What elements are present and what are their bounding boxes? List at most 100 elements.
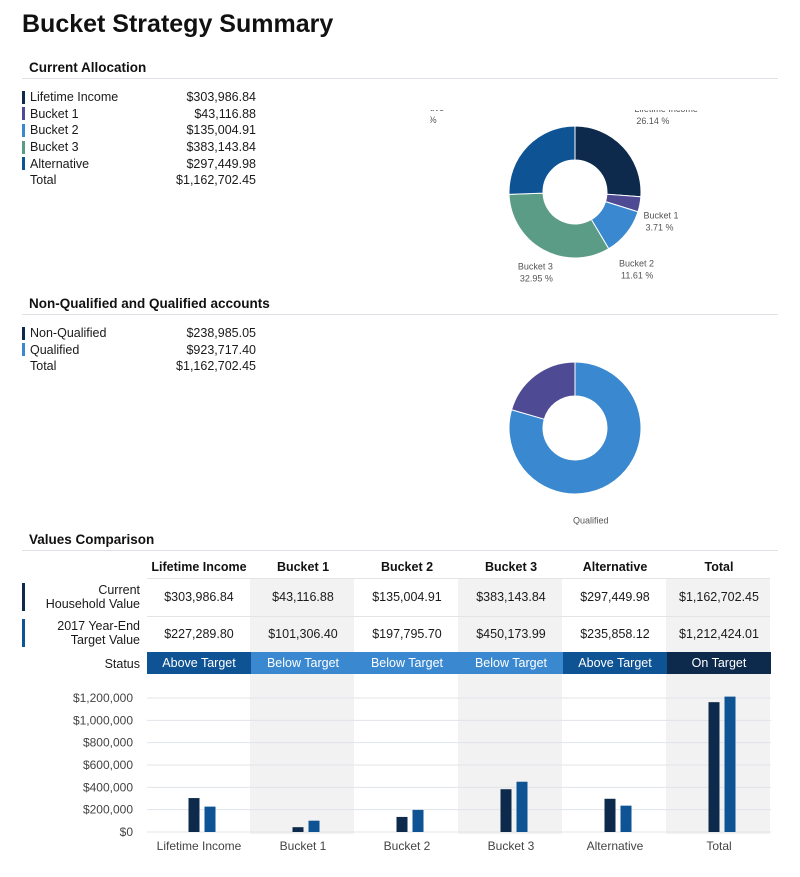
bar <box>204 806 216 832</box>
x-tick-label: Lifetime Income <box>157 839 242 853</box>
status-badge: Below Target <box>251 652 355 674</box>
legend-total-label: Total <box>30 359 57 374</box>
bar <box>708 702 720 832</box>
slice-value-label: 32.95 % <box>520 273 553 283</box>
bar <box>500 789 512 832</box>
legend-row-total: Total $1,162,702.45 <box>22 172 256 189</box>
slice-label: Qualified <box>573 515 609 525</box>
legend-total-label: Total <box>30 173 57 188</box>
slice-value-label: 3.71 % <box>645 222 673 232</box>
donut-slice <box>508 125 576 195</box>
table-cell: $303,986.84 <box>164 590 234 604</box>
legend-value: $303,986.84 <box>186 90 256 105</box>
slice-label: Bucket 3 <box>518 261 553 271</box>
legend-value: $135,004.91 <box>186 123 256 138</box>
page-title: Bucket Strategy Summary <box>22 10 334 38</box>
slice-label: Alternative <box>430 110 444 113</box>
table-cell: $101,306.40 <box>268 627 338 641</box>
table-cell: $43,116.88 <box>272 590 334 604</box>
row-label-line: 2017 Year-End <box>57 619 140 633</box>
table-cell: $1,212,424.01 <box>679 627 759 641</box>
bar <box>724 696 736 832</box>
donut-slice <box>508 192 610 259</box>
table-cell: $297,449.98 <box>580 590 650 604</box>
status-badge: Above Target <box>563 652 667 674</box>
legend-label: Bucket 2 <box>30 123 79 138</box>
bar <box>516 781 528 832</box>
bar <box>620 805 632 832</box>
legend-label: Bucket 3 <box>30 140 79 155</box>
table-cell: $197,795.70 <box>372 627 442 641</box>
status-badge: Below Target <box>355 652 459 674</box>
legend-total-value: $1,162,702.45 <box>176 173 256 188</box>
slice-value-label: 25.58 % <box>430 115 437 125</box>
section-title-values-comparison: Values Comparison <box>29 532 155 547</box>
row-label-current: Current Household Value <box>22 583 140 611</box>
table-cell: $227,289.80 <box>164 627 234 641</box>
legend-swatch <box>22 157 25 171</box>
slice-label: Bucket 1 <box>643 210 678 220</box>
bar <box>396 816 408 832</box>
y-tick-label: $600,000 <box>83 758 133 772</box>
slice-value-label: 11.61 % <box>621 271 653 281</box>
status-badge: Above Target <box>147 652 251 674</box>
allocation-legend: Lifetime Income $303,986.84 Bucket 1 $43… <box>22 89 256 189</box>
column-header: Total <box>704 560 734 574</box>
y-tick-label: $400,000 <box>83 780 133 794</box>
legend-row-lifetime-income: Lifetime Income $303,986.84 <box>22 89 256 106</box>
allocation-donut-chart: Lifetime Income 26.14 % Bucket 1 3.71 % Buck… <box>430 110 698 283</box>
column-header: Bucket 1 <box>276 560 330 574</box>
y-tick-label: $200,000 <box>83 803 133 817</box>
legend-label: Qualified <box>30 342 80 357</box>
table-cell: $450,173.99 <box>476 627 546 641</box>
table-cell: $135,004.91 <box>372 590 442 604</box>
section-divider <box>22 78 778 79</box>
donut-slice <box>574 125 642 198</box>
row-label-line: Target Value <box>70 633 140 647</box>
legend-label: Non-Qualified <box>30 326 107 341</box>
legend-row-alternative: Alternative $297,449.98 <box>22 155 256 172</box>
legend-total-value: $1,162,702.45 <box>176 359 256 374</box>
bar <box>188 798 200 832</box>
status-badge: Below Target <box>459 652 563 674</box>
legend-swatch <box>22 90 25 104</box>
y-tick-label: $1,200,000 <box>73 691 133 705</box>
legend-row-bucket-2: Bucket 2 $135,004.91 <box>22 122 256 139</box>
y-tick-label: $0 <box>120 825 134 839</box>
bar <box>412 809 424 832</box>
legend-value: $297,449.98 <box>186 156 256 171</box>
legend-swatch <box>22 140 25 154</box>
bar <box>292 827 304 832</box>
status-badge: On Target <box>667 652 771 674</box>
status-label: Status <box>104 657 140 671</box>
row-marker <box>22 583 25 611</box>
column-header: Bucket 3 <box>484 560 538 574</box>
section-divider <box>22 550 778 551</box>
accounts-donut-chart: Qualified79.45 %Non-Qualified20.55 % <box>508 361 642 525</box>
x-tick-label: Total <box>706 839 731 853</box>
x-tick-label: Alternative <box>587 839 644 853</box>
legend-swatch <box>22 326 25 340</box>
legend-swatch <box>22 123 25 137</box>
legend-swatch-spacer <box>22 360 25 373</box>
donut-slice <box>510 361 576 420</box>
column-header: Lifetime Income <box>151 560 247 574</box>
column-header: Alternative <box>582 560 648 574</box>
x-tick-label: Bucket 3 <box>488 839 535 853</box>
legend-swatch <box>22 343 25 357</box>
legend-value: $238,985.05 <box>186 326 256 341</box>
legend-label: Alternative <box>30 156 90 171</box>
table-cell: $1,162,702.45 <box>679 590 759 604</box>
section-divider <box>22 314 778 315</box>
slice-value-label: 26.14 % <box>636 116 669 126</box>
row-divider <box>147 578 770 579</box>
legend-value: $383,143.84 <box>186 140 256 155</box>
section-title-current-allocation: Current Allocation <box>29 60 147 75</box>
table-cell: $235,858.12 <box>580 627 650 641</box>
legend-value: $923,717.40 <box>186 342 256 357</box>
row-label-target: 2017 Year-End Target Value <box>22 619 140 647</box>
donut-slice <box>508 361 642 495</box>
row-label-line: Household Value <box>45 597 140 611</box>
bar <box>308 820 320 832</box>
accounts-legend: Non-Qualified $238,985.05 Qualified $923… <box>22 325 256 375</box>
